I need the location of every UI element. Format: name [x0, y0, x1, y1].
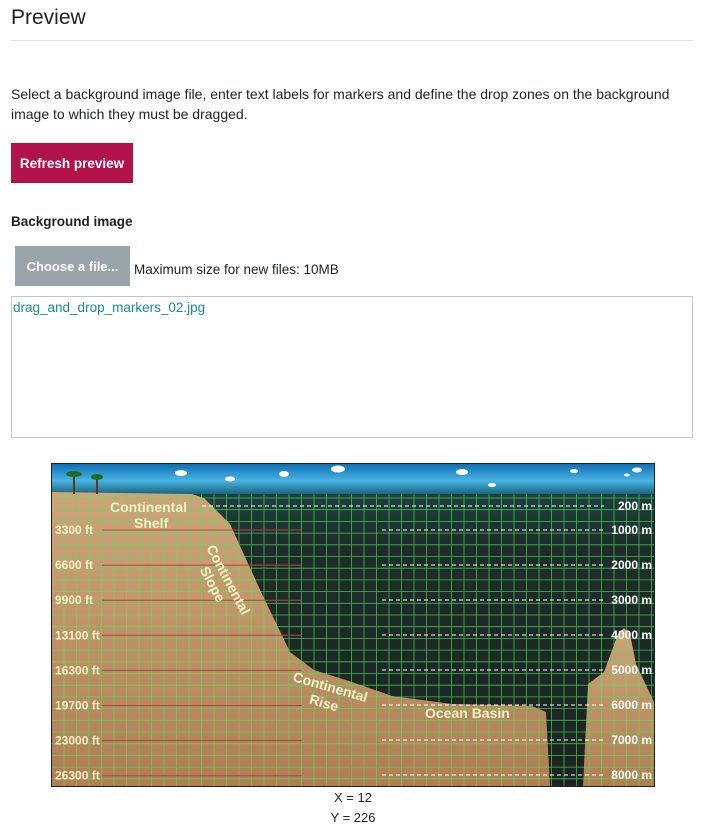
- refresh-preview-button[interactable]: Refresh preview: [11, 143, 133, 183]
- seamount: [583, 628, 654, 786]
- feet-depth-label: 26300 ft: [55, 769, 100, 783]
- file-name-link[interactable]: drag_and_drop_markers_02.jpg: [13, 300, 206, 315]
- meter-depth-label: 1000 m: [611, 523, 652, 537]
- feet-depth-label: 3300 ft: [55, 523, 93, 537]
- palm-trees: [66, 471, 103, 494]
- meter-depth-label: 200 m: [618, 499, 652, 513]
- feet-depth-label: 19700 ft: [55, 699, 100, 713]
- meter-depth-lines: [202, 505, 604, 776]
- background-image-label: Background image: [11, 214, 133, 229]
- x-coordinate: X = 12: [334, 790, 372, 805]
- feet-depth-label: 23000 ft: [55, 734, 100, 748]
- y-coordinate: Y = 226: [330, 810, 376, 825]
- ocean-floor-diagram: 3300 ft 6600 ft 9900 ft 13100 ft 16300 ft 197…: [52, 464, 654, 786]
- feet-depth-label: 9900 ft: [55, 593, 93, 607]
- shelf-label-line1: Continental: [110, 499, 187, 515]
- rise-label-line2: Rise: [308, 691, 341, 715]
- meter-depth-label: 2000 m: [611, 558, 652, 572]
- meter-labels: 200 m 1000 m 2000 m 3000 m 4000 m 5000 m 6000 …: [611, 499, 652, 782]
- page-title: Preview: [11, 6, 86, 29]
- meter-depth-label: 8000 m: [611, 768, 652, 782]
- instructions-text: Select a background image file, enter te…: [11, 86, 670, 122]
- grid-lines: [52, 494, 654, 786]
- meter-depth-label: 3000 m: [611, 593, 652, 607]
- feet-depth-label: 16300 ft: [55, 663, 100, 677]
- sky-area: [52, 464, 654, 494]
- feet-depth-lines: [102, 529, 302, 777]
- meter-depth-label: 6000 m: [611, 698, 652, 712]
- meter-depth-label: 7000 m: [611, 733, 652, 747]
- feet-depth-label: 13100 ft: [55, 628, 100, 642]
- feet-depth-label: 6600 ft: [55, 558, 93, 572]
- meter-depth-label: 5000 m: [611, 663, 652, 677]
- feet-labels: 3300 ft 6600 ft 9900 ft 13100 ft 16300 ft 197…: [55, 523, 100, 783]
- max-size-text: Maximum size for new files: 10MB: [134, 262, 339, 277]
- shelf-label-line2: Shelf: [134, 515, 169, 531]
- choose-file-button[interactable]: Choose a file...: [15, 246, 130, 286]
- title-divider: [11, 40, 693, 41]
- background-image-preview[interactable]: 3300 ft 6600 ft 9900 ft 13100 ft 16300 ft 197…: [51, 463, 655, 787]
- meter-depth-label: 4000 m: [611, 628, 652, 642]
- clouds: [175, 465, 642, 487]
- ocean-basin-label: Ocean Basin: [425, 705, 510, 721]
- file-drop-area[interactable]: drag_and_drop_markers_02.jpg: [11, 296, 693, 438]
